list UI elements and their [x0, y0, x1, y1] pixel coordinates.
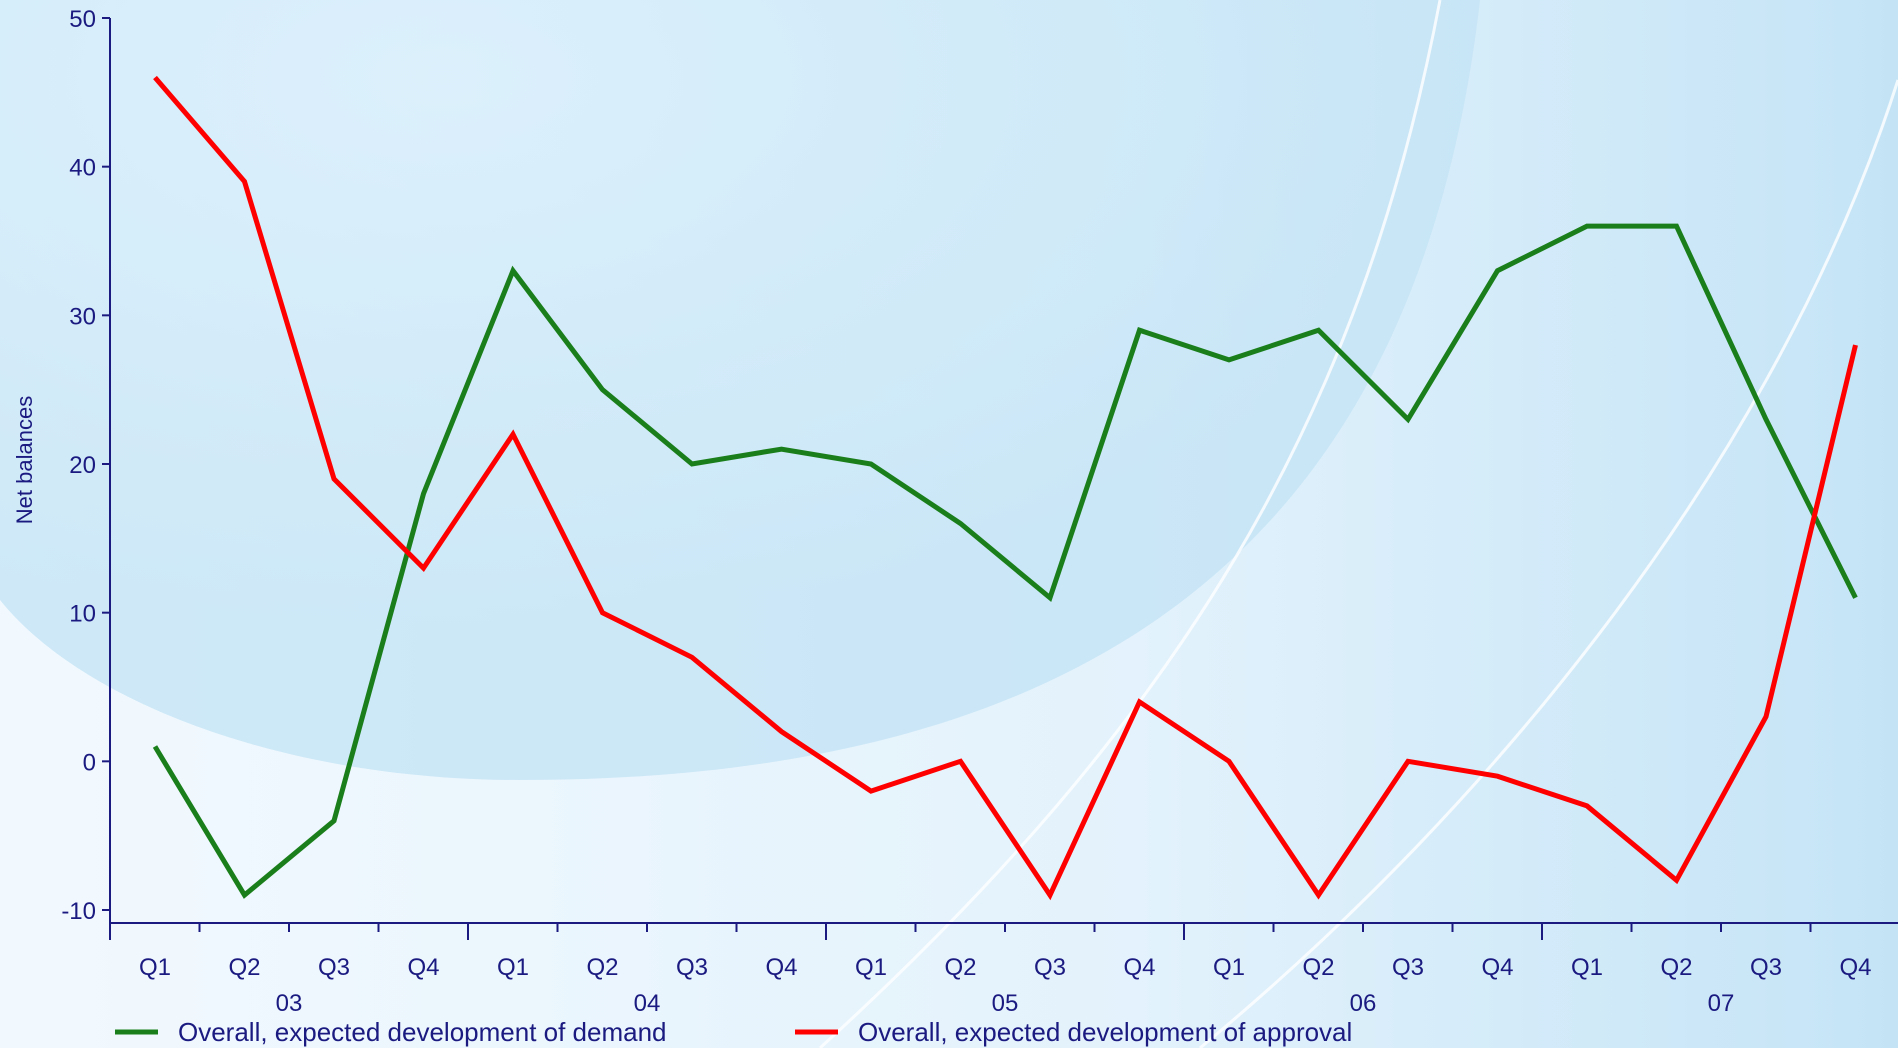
legend-label-demand: Overall, expected development of demand — [178, 1017, 667, 1047]
x-tick-label: Q2 — [1660, 954, 1692, 981]
x-year-label: 04 — [634, 990, 661, 1017]
x-year-label: 05 — [992, 990, 1019, 1017]
x-tick-label: Q1 — [1571, 954, 1603, 981]
x-tick-label: Q2 — [944, 954, 976, 981]
x-tick-label: Q4 — [1123, 954, 1155, 981]
x-year-label: 07 — [1708, 990, 1735, 1017]
legend: Overall, expected development of demand … — [115, 1017, 1352, 1047]
x-tick-label: Q1 — [139, 954, 171, 981]
y-tick-label: 40 — [69, 155, 96, 182]
x-tick-label: Q2 — [586, 954, 618, 981]
y-tick-label: 50 — [69, 6, 96, 33]
series-lines — [152, 75, 1858, 901]
y-tick-label: 30 — [69, 303, 96, 330]
series-line-approval — [153, 75, 1858, 901]
axes: -10 0 10 20 30 40 50 Q1 Q2 Q3 Q4 Q1 Q2 Q3 Q4 Q1 Q2 Q3 Q4 Q1… — [61, 6, 1898, 1017]
legend-label-approval: Overall, expected development of approva… — [858, 1017, 1352, 1047]
x-year-label: 03 — [276, 990, 303, 1017]
x-tick-label: Q1 — [497, 954, 529, 981]
y-tick-label: 10 — [69, 601, 96, 628]
x-tick-label: Q3 — [318, 954, 350, 981]
x-tick-label: Q4 — [1481, 954, 1513, 981]
x-tick-label: Q3 — [1750, 954, 1782, 981]
x-tick-label: Q1 — [1213, 954, 1245, 981]
x-tick-label: Q4 — [765, 954, 797, 981]
x-year-label: 06 — [1350, 990, 1377, 1017]
x-tick-label: Q3 — [676, 954, 708, 981]
y-tick-label: 0 — [83, 749, 96, 776]
x-tick-label: Q4 — [1839, 954, 1871, 981]
x-tick-label: Q3 — [1034, 954, 1066, 981]
y-tick-label: 20 — [69, 452, 96, 479]
x-tick-label: Q3 — [1392, 954, 1424, 981]
y-tick-label: -10 — [61, 898, 96, 925]
x-tick-label: Q2 — [228, 954, 260, 981]
x-tick-label: Q2 — [1302, 954, 1334, 981]
x-tick-label: Q4 — [407, 954, 439, 981]
series-line-demand — [152, 223, 1858, 899]
y-axis-label: Net balances — [12, 396, 37, 524]
x-tick-label: Q1 — [855, 954, 887, 981]
